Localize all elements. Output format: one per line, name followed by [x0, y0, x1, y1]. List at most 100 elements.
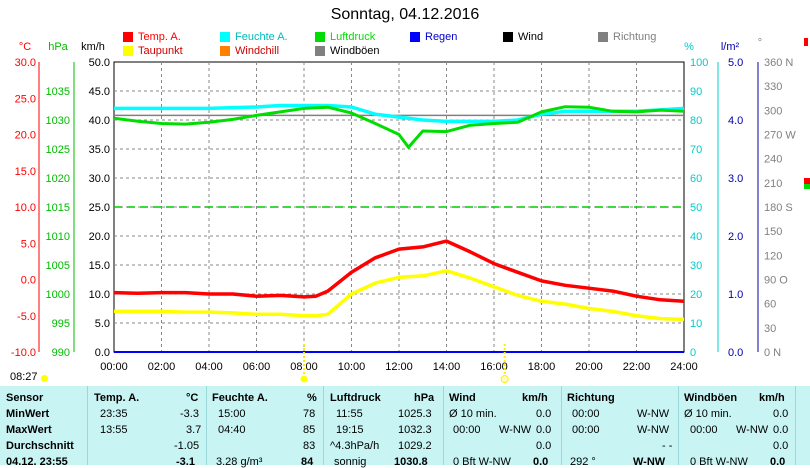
wind-tick-label: 20.0 — [89, 231, 110, 243]
row-max-hum-val: 85 — [303, 424, 316, 436]
row-max-wind-dir: W-NW — [499, 424, 532, 436]
direction-tick-label: 60 — [764, 299, 776, 311]
sunset-icon — [500, 375, 509, 383]
legend-label: Taupunkt — [138, 45, 183, 57]
x-tick-label: 24:00 — [670, 361, 698, 373]
legend-label: Richtung — [613, 31, 657, 43]
row-max-gust-time: 00:00 — [690, 424, 718, 436]
legend-item: Luftdruck — [315, 31, 375, 43]
stats-table: Sensor Temp. A. °C Feuchte A. % Luftdruc… — [0, 386, 810, 468]
humidity-tick-label: 80 — [690, 115, 702, 127]
legend-item: Windchill — [220, 45, 279, 57]
row-min-press-time: 11:55 — [336, 408, 363, 420]
legend-label: Luftdruck — [330, 31, 376, 43]
row-min-gust-time: Ø 10 min. — [684, 408, 732, 420]
chart-title: Sonntag, 04.12.2016 — [330, 6, 480, 23]
direction-tick-label: 300 — [764, 105, 782, 117]
row-current-gust-bft: 0 Bft W-NW — [690, 456, 748, 468]
temp-tick-label: -5.0 — [17, 311, 36, 323]
pressure-tick-label: 1030 — [46, 115, 70, 127]
row-avg-dir-val: - - — [662, 440, 673, 452]
x-tick-label: 08:00 — [290, 361, 318, 373]
row-current-forecast: sonnig — [334, 456, 367, 468]
row-max-temp-val: 3.7 — [186, 424, 202, 436]
wind-tick-label: 15.0 — [89, 260, 110, 272]
row-max-hum-time: 04:40 — [218, 424, 246, 436]
row-min-hum-val: 78 — [303, 408, 316, 420]
row-max-gust-val: 0.0 — [773, 424, 789, 436]
series-line — [113, 105, 685, 149]
direction-tick-label: 30 — [764, 323, 776, 335]
legend-swatch — [503, 32, 513, 42]
x-tick-label: 02:00 — [148, 361, 176, 373]
wind-tick-label: 35.0 — [89, 144, 110, 156]
pressure-tick-label: 1025 — [46, 144, 70, 156]
wind-tick-label: 45.0 — [89, 86, 110, 98]
pressure-tick-label: 1005 — [46, 260, 70, 272]
legend-swatch — [315, 32, 325, 42]
direction-tick-label: 90 O — [764, 275, 788, 287]
series-line — [114, 103, 685, 124]
legend-swatch — [598, 32, 608, 42]
header-dir: Richtung — [567, 392, 615, 404]
edge-marker — [804, 184, 810, 189]
row-min-dir-val: W-NW — [637, 408, 670, 420]
row-max-dir-val: W-NW — [637, 424, 670, 436]
legend-swatch — [220, 46, 230, 56]
header-wind: Wind — [449, 392, 476, 404]
x-tick-label: 18:00 — [528, 361, 556, 373]
humidity-unit-label: % — [684, 41, 694, 53]
series-line — [113, 239, 685, 304]
wind-tick-label: 0.0 — [95, 347, 110, 359]
header-gust: Windböen — [684, 392, 738, 404]
humidity-tick-label: 40 — [690, 231, 702, 243]
temp-tick-label: -10.0 — [11, 347, 36, 359]
humidity-tick-label: 20 — [690, 289, 702, 301]
row-current-temp-val: -3.1 — [176, 456, 195, 468]
x-tick-label: 06:00 — [243, 361, 271, 373]
x-tick-label: 14:00 — [433, 361, 461, 373]
pressure-tick-label: 1010 — [46, 231, 70, 243]
row-max-temp-time: 13:55 — [100, 424, 128, 436]
direction-tick-label: 270 W — [764, 130, 796, 142]
row-current-abs-humidity: 3.28 g/m³ — [216, 456, 263, 468]
direction-tick-label: 210 — [764, 178, 782, 190]
row-max-wind-val: 0.0 — [536, 424, 552, 436]
row-min-wind-time: Ø 10 min. — [449, 408, 497, 420]
row-current-dir-deg: 292 ° — [570, 456, 596, 468]
temp-tick-label: 15.0 — [15, 166, 36, 178]
pressure-tick-label: 990 — [52, 347, 70, 359]
legend-item: Windböen — [315, 45, 380, 57]
direction-tick-label: 0 N — [764, 347, 781, 359]
wind-tick-label: 50.0 — [89, 57, 110, 69]
legend-item: Feuchte A. — [220, 31, 288, 43]
humidity-tick-label: 10 — [690, 318, 702, 330]
legend-label: Wind — [518, 31, 544, 43]
header-wind-unit: km/h — [522, 392, 548, 404]
row-current-hum-val: 84 — [301, 456, 314, 468]
row-min-hum-time: 15:00 — [218, 408, 246, 420]
rain-tick-label: 3.0 — [728, 173, 743, 185]
temp-tick-label: 0.0 — [21, 275, 36, 287]
humidity-tick-label: 100 — [690, 57, 708, 69]
legend-label: Temp. A. — [138, 31, 181, 43]
row-avg-hum-val: 83 — [303, 440, 316, 452]
legend-label: Feuchte A. — [235, 31, 288, 43]
row-max-dir-time: 00:00 — [572, 424, 600, 436]
pressure-unit-label: hPa — [48, 41, 68, 53]
header-press: Luftdruck — [330, 392, 381, 404]
humidity-tick-label: 70 — [690, 144, 702, 156]
x-tick-label: 22:00 — [623, 361, 651, 373]
legend-item: Regen — [410, 31, 457, 43]
row-min-wind-val: 0.0 — [536, 408, 552, 420]
rain-tick-label: 1.0 — [728, 289, 743, 301]
x-tick-label: 20:00 — [575, 361, 603, 373]
humidity-tick-label: 0 — [690, 347, 696, 359]
row-current-press-val: 1030.8 — [394, 456, 428, 468]
direction-tick-label: 180 S — [764, 202, 793, 214]
humidity-tick-label: 30 — [690, 260, 702, 272]
header-hum-unit: % — [307, 392, 317, 404]
header-gust-unit: km/h — [759, 392, 785, 404]
wind-tick-label: 30.0 — [89, 173, 110, 185]
direction-tick-label: 150 — [764, 226, 782, 238]
